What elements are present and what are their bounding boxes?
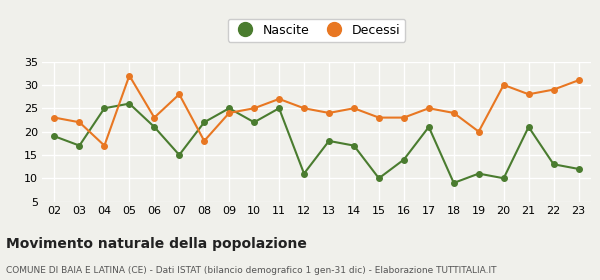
Nascite — [76, 144, 83, 147]
Legend: Nascite, Decessi: Nascite, Decessi — [227, 19, 406, 42]
Decessi — [176, 93, 183, 96]
Nascite — [325, 139, 332, 143]
Decessi — [575, 79, 582, 82]
Decessi — [525, 93, 532, 96]
Decessi — [51, 116, 58, 119]
Decessi — [350, 107, 358, 110]
Decessi — [301, 107, 308, 110]
Nascite — [375, 177, 382, 180]
Decessi — [500, 83, 507, 87]
Nascite — [550, 163, 557, 166]
Line: Nascite: Nascite — [52, 101, 581, 186]
Nascite — [275, 107, 283, 110]
Nascite — [450, 181, 457, 185]
Nascite — [176, 153, 183, 157]
Text: COMUNE DI BAIA E LATINA (CE) - Dati ISTAT (bilancio demografico 1 gen-31 dic) - : COMUNE DI BAIA E LATINA (CE) - Dati ISTA… — [6, 266, 497, 275]
Nascite — [226, 107, 233, 110]
Decessi — [425, 107, 433, 110]
Decessi — [475, 130, 482, 133]
Decessi — [375, 116, 382, 119]
Decessi — [550, 88, 557, 91]
Decessi — [151, 116, 158, 119]
Decessi — [126, 74, 133, 77]
Decessi — [275, 97, 283, 101]
Nascite — [101, 107, 108, 110]
Decessi — [200, 139, 208, 143]
Nascite — [500, 177, 507, 180]
Decessi — [400, 116, 407, 119]
Nascite — [350, 144, 358, 147]
Nascite — [51, 135, 58, 138]
Nascite — [251, 121, 258, 124]
Decessi — [450, 111, 457, 115]
Decessi — [76, 121, 83, 124]
Nascite — [525, 125, 532, 129]
Nascite — [200, 121, 208, 124]
Nascite — [575, 167, 582, 171]
Decessi — [325, 111, 332, 115]
Decessi — [226, 111, 233, 115]
Decessi — [101, 144, 108, 147]
Nascite — [400, 158, 407, 161]
Nascite — [301, 172, 308, 175]
Text: Movimento naturale della popolazione: Movimento naturale della popolazione — [6, 237, 307, 251]
Nascite — [425, 125, 433, 129]
Nascite — [151, 125, 158, 129]
Nascite — [126, 102, 133, 105]
Decessi — [251, 107, 258, 110]
Line: Decessi: Decessi — [52, 73, 581, 148]
Nascite — [475, 172, 482, 175]
